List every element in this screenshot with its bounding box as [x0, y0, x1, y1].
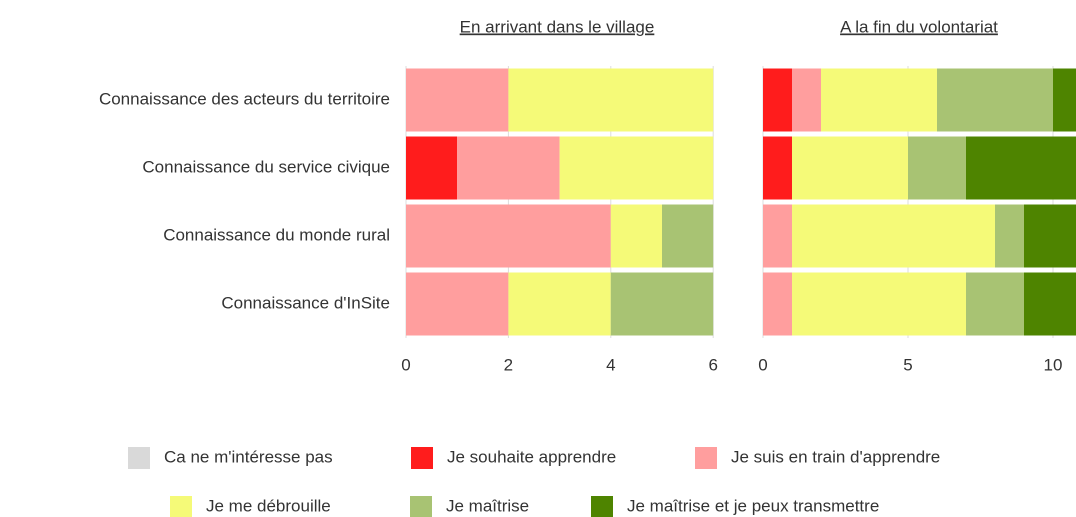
- x-tick-label: 10: [1044, 355, 1063, 374]
- bar: [792, 136, 908, 200]
- bar: [995, 204, 1024, 268]
- bar: [406, 204, 611, 268]
- bar: [937, 68, 1053, 132]
- legend-swatch: [170, 496, 192, 517]
- bar: [1053, 68, 1076, 132]
- y-tick-label: Connaissance des acteurs du territoire: [99, 89, 390, 108]
- y-tick-label: Connaissance d'InSite: [221, 293, 390, 312]
- bar: [763, 68, 792, 132]
- bar: [559, 136, 714, 200]
- bar: [966, 272, 1024, 336]
- bar: [508, 272, 611, 336]
- bar: [792, 204, 995, 268]
- bar: [406, 272, 509, 336]
- bar: [763, 272, 792, 336]
- legend-label: Je souhaite apprendre: [447, 447, 616, 466]
- bar: [610, 204, 662, 268]
- bar: [406, 68, 509, 132]
- bar: [406, 136, 458, 200]
- bar: [662, 204, 714, 268]
- bar: [792, 68, 821, 132]
- bar: [1024, 204, 1076, 268]
- x-tick-label: 6: [708, 355, 717, 374]
- legend-swatch: [695, 447, 717, 469]
- legend-label: Je suis en train d'apprendre: [731, 447, 940, 466]
- legend-swatch: [128, 447, 150, 469]
- legend-swatch: [410, 496, 432, 517]
- legend-label: Je maîtrise et je peux transmettre: [627, 496, 879, 515]
- bar: [821, 68, 937, 132]
- x-tick-label: 4: [606, 355, 615, 374]
- chart-title: A la fin du volontariat: [840, 17, 998, 36]
- bar: [457, 136, 560, 200]
- bar: [1024, 272, 1076, 336]
- x-tick-label: 2: [504, 355, 513, 374]
- legend-swatch: [591, 496, 613, 517]
- bar: [610, 272, 714, 336]
- y-tick-label: Connaissance du service civique: [142, 157, 390, 176]
- x-tick-label: 0: [758, 355, 767, 374]
- bar: [763, 204, 792, 268]
- bar: [763, 136, 792, 200]
- chart-title: En arrivant dans le village: [460, 17, 655, 36]
- y-tick-label: Connaissance du monde rural: [163, 225, 390, 244]
- bar: [508, 68, 714, 132]
- x-tick-label: 0: [401, 355, 410, 374]
- legend-label: Je maîtrise: [446, 496, 529, 515]
- bar: [908, 136, 966, 200]
- legend-swatch: [411, 447, 433, 469]
- bar: [966, 136, 1076, 200]
- legend-label: Ca ne m'intéresse pas: [164, 447, 333, 466]
- legend-label: Je me débrouille: [206, 496, 331, 515]
- bar: [792, 272, 966, 336]
- x-tick-label: 5: [903, 355, 912, 374]
